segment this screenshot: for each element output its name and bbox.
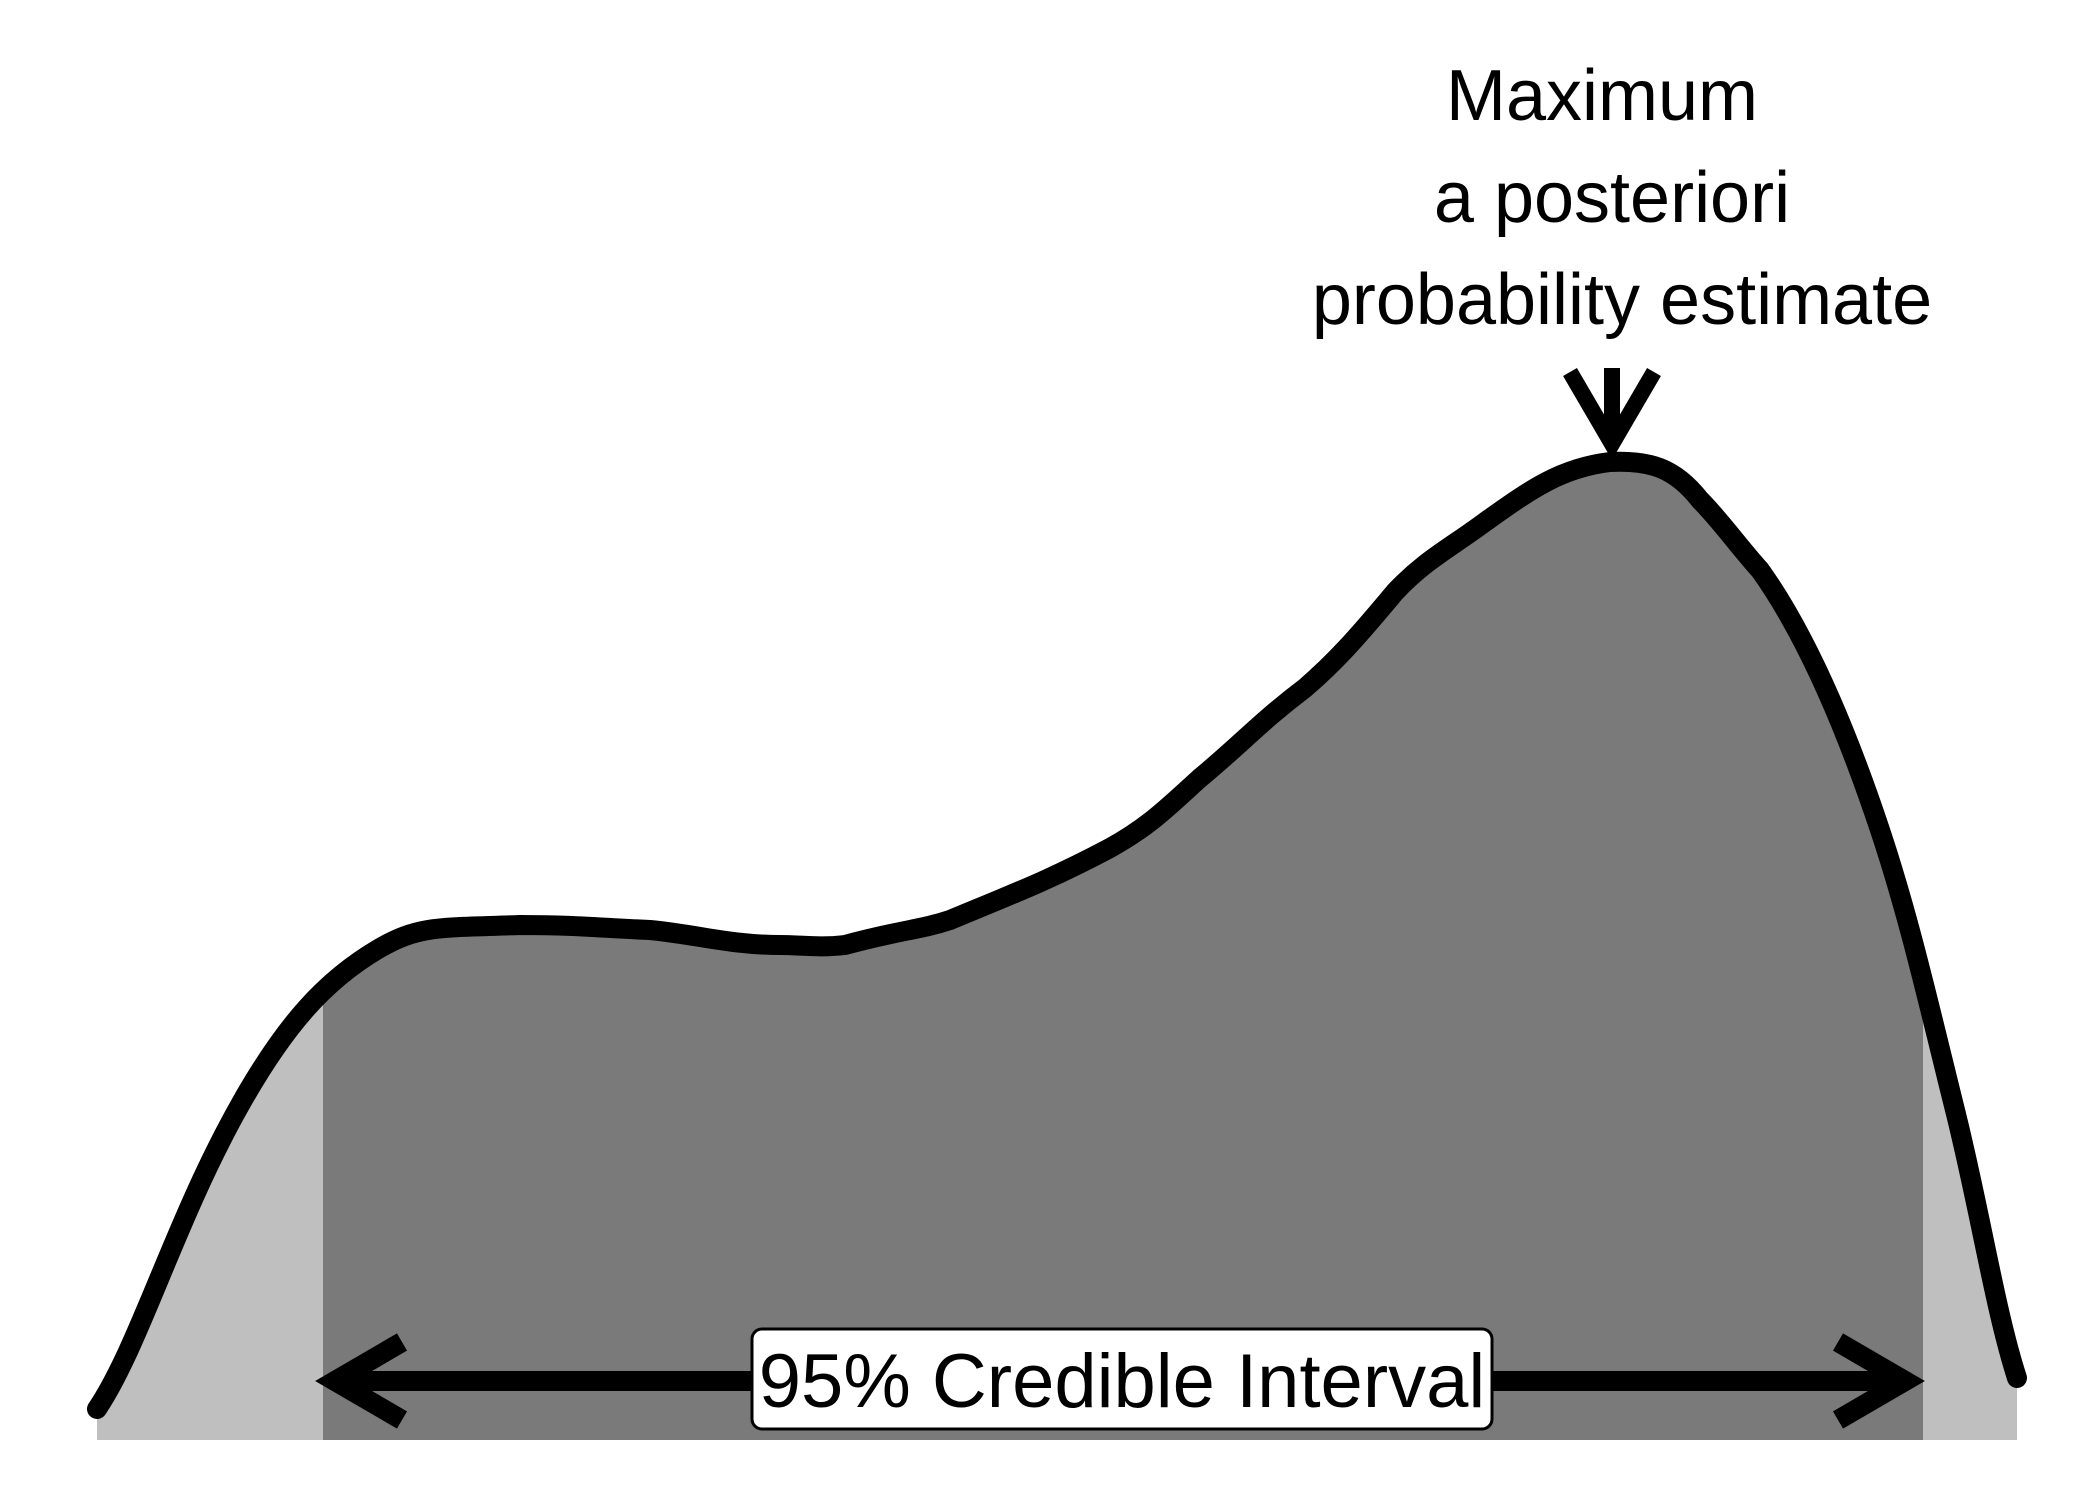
left-tail-region [97, 991, 323, 1440]
interval-label-box [750, 1327, 1494, 1431]
density-curve [87, 451, 2027, 1419]
interval-label: 95% Credible Interval [759, 1339, 1486, 1424]
credible-interval-region [323, 461, 1923, 1440]
map-annotation-line2: a posteriori [1434, 158, 1790, 238]
map-annotation-line3: probability estimate [1312, 260, 1932, 340]
map-arrow [1563, 367, 1661, 460]
map-annotation-line1: Maximum [1446, 56, 1758, 136]
